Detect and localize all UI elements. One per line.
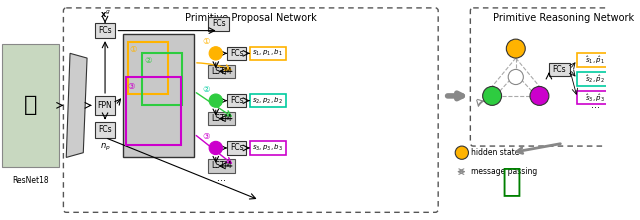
Text: LSTM: LSTM <box>211 161 232 170</box>
FancyBboxPatch shape <box>95 96 115 115</box>
FancyBboxPatch shape <box>123 34 194 158</box>
Text: $s_2, p_2, b_2$: $s_2, p_2, b_2$ <box>252 95 284 106</box>
FancyBboxPatch shape <box>208 159 235 172</box>
Text: LSTM: LSTM <box>211 67 232 76</box>
Text: $s_3, p_3, b_3$: $s_3, p_3, b_3$ <box>252 143 284 153</box>
Circle shape <box>508 70 524 84</box>
Text: Primitive Proposal Network: Primitive Proposal Network <box>185 13 317 23</box>
Text: FCs: FCs <box>212 20 225 28</box>
Text: 🪑: 🪑 <box>501 165 521 198</box>
Circle shape <box>506 39 525 58</box>
Text: Primitive Reasoning Network: Primitive Reasoning Network <box>493 13 634 23</box>
Text: FCs: FCs <box>98 125 112 134</box>
Circle shape <box>209 47 223 60</box>
FancyBboxPatch shape <box>2 44 59 167</box>
Text: ③: ③ <box>128 82 135 91</box>
Text: message passing: message passing <box>471 167 538 176</box>
Text: ①: ① <box>130 45 137 54</box>
FancyBboxPatch shape <box>208 65 235 78</box>
Text: FCs: FCs <box>552 65 566 74</box>
Text: FCs: FCs <box>230 143 243 152</box>
FancyBboxPatch shape <box>208 17 229 31</box>
Text: FCs: FCs <box>230 49 243 58</box>
FancyBboxPatch shape <box>549 63 570 76</box>
Text: ...: ... <box>591 100 600 110</box>
Text: hidden state: hidden state <box>471 148 520 157</box>
Polygon shape <box>67 53 87 158</box>
FancyBboxPatch shape <box>208 112 235 125</box>
Text: ...: ... <box>217 173 226 183</box>
Text: $\hat{s}_2, \hat{p}_2$: $\hat{s}_2, \hat{p}_2$ <box>586 73 605 85</box>
Circle shape <box>530 86 549 105</box>
FancyBboxPatch shape <box>95 122 115 138</box>
FancyBboxPatch shape <box>95 23 115 38</box>
Text: ②: ② <box>203 85 210 94</box>
Text: $\hat{s}_3, \hat{p}_3$: $\hat{s}_3, \hat{p}_3$ <box>586 92 605 104</box>
Text: 🪑: 🪑 <box>24 95 37 115</box>
Text: $\mathbf{x}^g$: $\mathbf{x}^g$ <box>100 8 111 19</box>
Text: $s_1, p_1, b_1$: $s_1, p_1, b_1$ <box>252 48 284 59</box>
Circle shape <box>455 146 468 159</box>
Circle shape <box>483 86 502 105</box>
Text: $n_p$: $n_p$ <box>100 142 111 153</box>
FancyBboxPatch shape <box>227 94 246 107</box>
Text: LSTM: LSTM <box>211 114 232 123</box>
Text: FCs: FCs <box>230 96 243 105</box>
Circle shape <box>209 141 223 155</box>
FancyBboxPatch shape <box>227 141 246 155</box>
Text: FCs: FCs <box>98 26 112 35</box>
Text: ①: ① <box>203 37 210 46</box>
Text: ③: ③ <box>203 132 210 141</box>
Text: $\hat{s}_1, \hat{p}_1$: $\hat{s}_1, \hat{p}_1$ <box>586 54 605 66</box>
FancyBboxPatch shape <box>227 47 246 60</box>
Text: ResNet18: ResNet18 <box>12 176 49 185</box>
Circle shape <box>209 94 223 107</box>
Text: FPN: FPN <box>98 101 113 110</box>
Text: ②: ② <box>144 56 152 65</box>
